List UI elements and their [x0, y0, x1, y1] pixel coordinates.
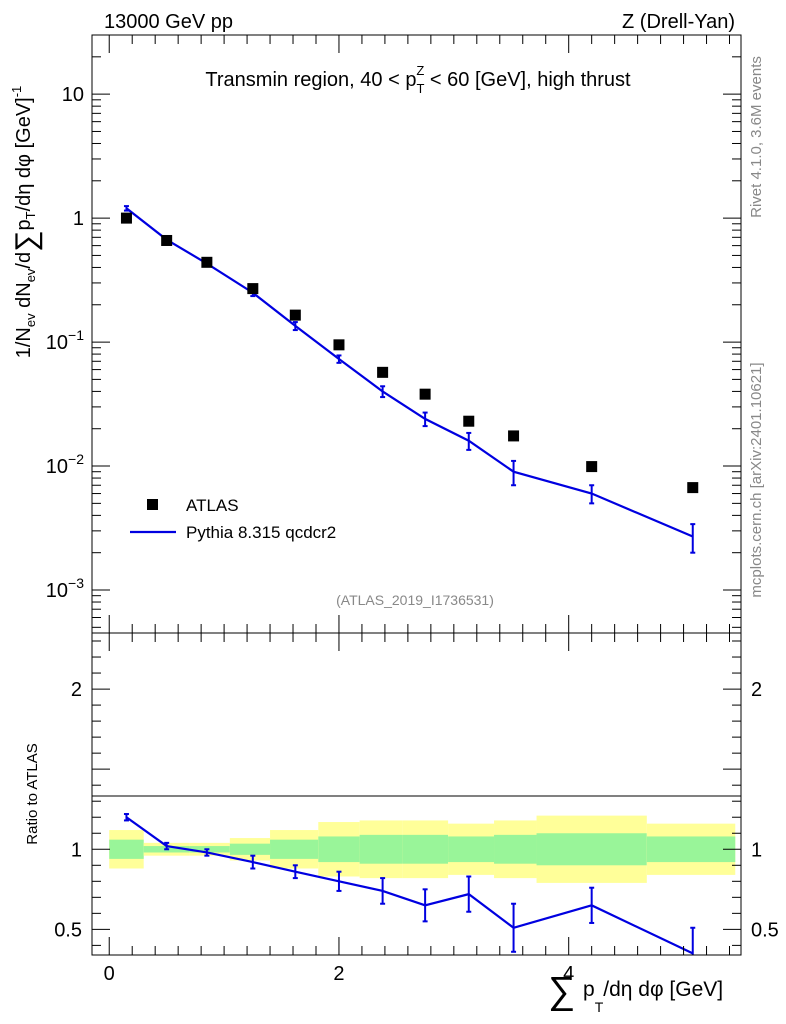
y-tick-label: 10−2: [46, 451, 84, 478]
green-band: [536, 833, 647, 866]
x-tick-label: 4: [563, 963, 574, 985]
main-x-ticks: [108, 35, 731, 633]
atlas-point: [289, 309, 301, 321]
atlas-point: [419, 388, 431, 400]
main-frame: [91, 34, 742, 634]
legend-atlas-label: ATLAS: [186, 496, 239, 515]
main-title: Transmin region, 40 < pTZ < 60 [GeV], hi…: [205, 63, 631, 96]
ratio-panel: 2 2 1 1 0.5 0.5 0 2 4 Ratio to ATLAS ∑ pT/dη dφ…: [24, 632, 779, 1015]
green-band: [189, 846, 230, 853]
ratio-series: [123, 813, 696, 955]
svg-text:1/Nev dNev/d∑pT/dη dφ [GeV]-1: 1/Nev dNev/d∑pT/dη dφ [GeV]-1: [9, 86, 43, 359]
main-y-axis: 10 1 10−1 10−2 10−3: [46, 34, 741, 628]
y-tick-label: 2: [71, 679, 82, 701]
header-right: Z (Drell-Yan): [622, 11, 735, 33]
main-title-sup: Z: [416, 63, 424, 78]
ratio-y-label: Ratio to ATLAS: [24, 743, 41, 844]
legend-pythia-label: Pythia 8.315 qcdcr2: [186, 523, 336, 542]
y-tick-label: 0.5: [751, 919, 779, 941]
ratio-data: [123, 813, 696, 955]
legend-atlas-marker: [147, 499, 158, 510]
main-data: [120, 205, 699, 554]
main-title-post: < 60 [GeV], high thrust: [424, 69, 631, 91]
y-tick-label: 1: [73, 208, 84, 230]
x-axis-label: ∑ pT/dη dφ [GeV]: [548, 970, 723, 1015]
svg-text:∑: ∑: [548, 970, 575, 1012]
y-tick-label: 10−3: [46, 575, 84, 602]
green-band: [359, 834, 403, 864]
atlas-point: [333, 339, 345, 351]
atlas-point: [201, 256, 213, 268]
green-band: [270, 839, 319, 859]
atlas-point: [247, 283, 259, 295]
y-tick-label: 1: [71, 839, 82, 861]
pythia-line: [125, 207, 694, 538]
green-band: [402, 834, 449, 864]
y-tick-label: 10−1: [46, 327, 84, 354]
watermark: (ATLAS_2019_I1736531): [336, 592, 494, 608]
x-tick-label: 0: [104, 963, 115, 985]
green-band: [229, 843, 271, 855]
main-y-label: 1/Nev dNev/d∑pT/dη dφ [GeV]-1: [9, 86, 43, 359]
svg-text:pT/dη dφ [GeV]: pT/dη dφ [GeV]: [583, 978, 723, 1015]
y-tick-label: 0.5: [54, 919, 82, 941]
atlas-point: [120, 212, 132, 224]
ratio-x-axis: 0 2 4: [104, 633, 731, 985]
atlas-point: [377, 366, 389, 378]
y-tick-label: 2: [751, 679, 762, 701]
ratio-y-axis: 2 2 1 1 0.5 0.5: [54, 640, 779, 946]
main-title-pre: Transmin region, 40 < p: [205, 69, 416, 91]
green-band: [448, 836, 495, 863]
atlas-point: [161, 234, 173, 246]
main-title-sub: T: [416, 81, 424, 96]
atlas-point: [586, 461, 598, 473]
y-tick-label: 1: [751, 839, 762, 861]
green-band: [494, 834, 537, 864]
atlas-point: [687, 482, 699, 494]
legend: ATLAS Pythia 8.315 qcdcr2: [130, 496, 336, 542]
green-band: [109, 839, 144, 859]
atlas-point: [463, 415, 475, 427]
ratio-bands: [109, 815, 736, 883]
green-band: [318, 836, 360, 863]
rivet-label: Rivet 4.1.0, 3.6M events: [748, 56, 765, 218]
header-left: 13000 GeV pp: [104, 11, 233, 33]
ratio-frame: [91, 632, 742, 956]
atlas-point: [508, 430, 520, 442]
green-band: [646, 836, 736, 863]
mcplots-label: mcplots.cern.ch [arXiv:2401.10621]: [748, 362, 765, 597]
main-panel: 10 1 10−1 10−2 10−3 Transmin region, 40 < pT…: [9, 34, 742, 634]
y-tick-label: 10: [62, 84, 84, 106]
ratio-line: [125, 816, 694, 955]
x-tick-label: 2: [333, 963, 344, 985]
